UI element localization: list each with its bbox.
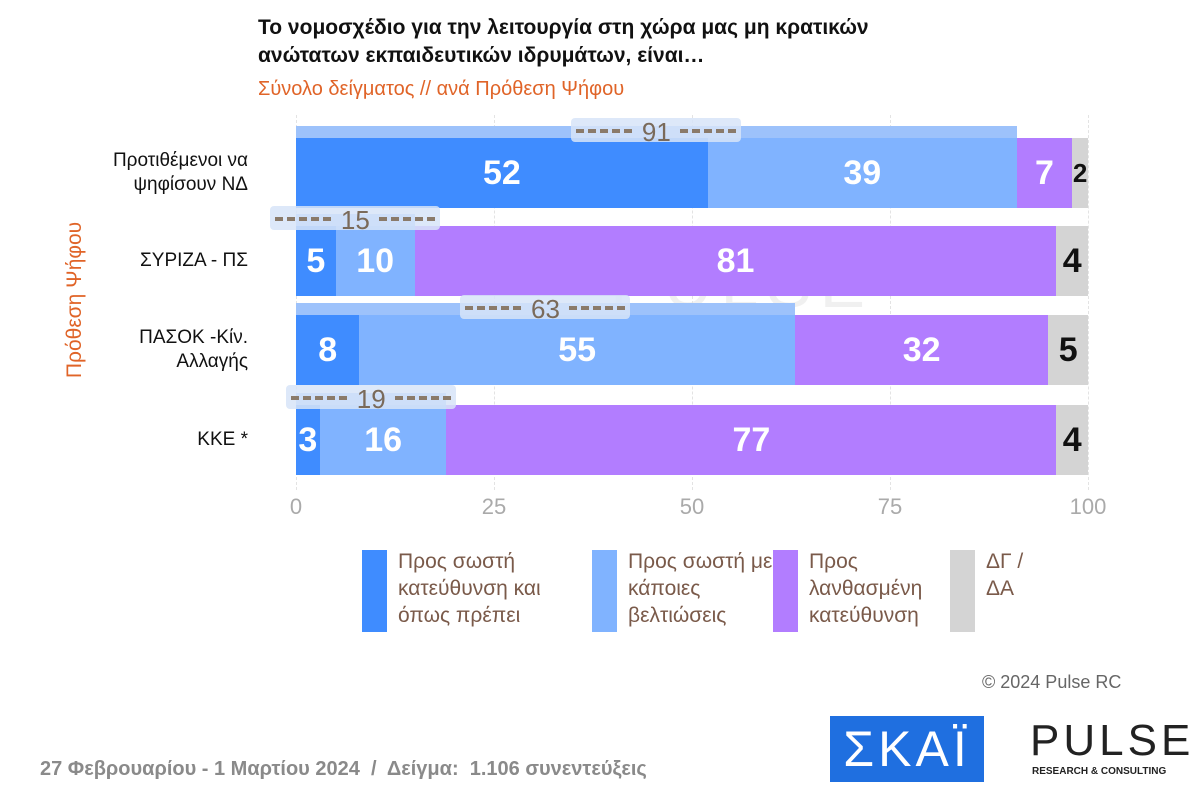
value-label: 3 xyxy=(298,421,318,459)
value-label: 77 xyxy=(732,421,771,459)
legend-swatch xyxy=(773,550,798,632)
skai-logo: ΣΚΑΪ xyxy=(830,716,984,782)
bar-segment xyxy=(335,226,415,296)
value-label: 5 xyxy=(306,242,326,280)
chart-title: Το νομοσχέδιο για την λειτουργία στη χώρ… xyxy=(258,16,869,67)
bar-segment xyxy=(1072,138,1088,208)
x-tick-label: 25 xyxy=(481,494,507,519)
value-label: 2 xyxy=(1072,158,1088,188)
category-label: Προτιθέμενοι να ψηφίσουν ΝΔ xyxy=(112,150,248,195)
total-dash xyxy=(680,129,737,133)
bar-segment xyxy=(1056,226,1088,296)
subtitle: Σύνολο δείγματος // ανά Πρόθεση Ψήφου xyxy=(258,78,625,100)
category-label: ΠΑΣΟΚ -Κίν. Αλλαγής xyxy=(139,327,248,372)
y-axis-label: Πρόθεση Ψήφου xyxy=(63,221,86,379)
copyright: © 2024 Pulse RC xyxy=(982,672,1122,692)
total-dash xyxy=(569,306,626,310)
legend-label: Προς σωστή με κάποιες βελτιώσεις xyxy=(628,550,773,627)
grid-line xyxy=(692,115,693,490)
legend-swatch xyxy=(362,550,387,632)
value-label: 7 xyxy=(1034,154,1054,192)
x-tick-label: 50 xyxy=(679,494,705,519)
legend-label: ΔΓ / ΔΑ xyxy=(986,550,1024,600)
grid-line xyxy=(890,115,891,490)
total-label: 19 xyxy=(356,384,386,414)
value-label: 32 xyxy=(902,331,941,369)
x-tick-label: 0 xyxy=(289,494,303,519)
value-label: 5 xyxy=(1058,331,1078,369)
pulse-logo-sub: RESEARCH & CONSULTING xyxy=(1032,766,1167,777)
bar-segment xyxy=(414,226,1057,296)
value-label: 4 xyxy=(1062,421,1082,459)
total-label: 63 xyxy=(531,294,560,324)
bar-segment xyxy=(794,315,1049,385)
total-dash xyxy=(379,217,436,221)
total-dash xyxy=(291,396,348,400)
bar-segment xyxy=(296,315,360,385)
value-label: 52 xyxy=(483,154,521,192)
total-dash xyxy=(465,306,522,310)
bar-segment xyxy=(359,315,795,385)
value-label: 39 xyxy=(843,154,882,192)
category-label: ΚΚΕ * xyxy=(197,429,248,450)
bar-segment xyxy=(296,138,708,208)
legend-label: Προς σωστή κατεύθυνση και όπως πρέπει xyxy=(398,550,541,627)
bar-segment xyxy=(1016,138,1073,208)
bar-segment xyxy=(446,405,1057,475)
total-label: 15 xyxy=(340,205,370,235)
category-label: ΣΥΡΙΖΑ - ΠΣ xyxy=(140,250,248,271)
total-dash xyxy=(395,396,452,400)
value-label: 55 xyxy=(558,331,597,369)
value-label: 8 xyxy=(318,331,338,369)
grid-line xyxy=(1088,115,1089,490)
value-label: 16 xyxy=(364,421,403,459)
total-dash xyxy=(576,129,633,133)
bar-segment xyxy=(296,226,336,296)
bar-segment xyxy=(1048,315,1088,385)
bar-segment xyxy=(296,405,320,475)
legend-swatch xyxy=(592,550,617,632)
value-label: 4 xyxy=(1062,242,1082,280)
value-label: 10 xyxy=(356,242,395,280)
bar-segment xyxy=(707,138,1017,208)
legend-swatch xyxy=(950,550,975,632)
bar-segment xyxy=(1056,405,1088,475)
legend-label: Προς λανθασμένη κατεύθυνση xyxy=(809,550,923,627)
total-dash xyxy=(275,217,332,221)
x-tick-label: 75 xyxy=(877,494,903,519)
value-label: 81 xyxy=(716,242,755,280)
x-tick-label: 100 xyxy=(1069,494,1107,519)
grid-line xyxy=(296,115,297,490)
pulse-logo: PULSE xyxy=(1030,716,1195,765)
footer-date: 27 Φεβρουαρίου - 1 Μαρτίου 2024 / Δείγμα… xyxy=(40,758,647,780)
total-label: 91 xyxy=(641,117,671,147)
bar-segment xyxy=(319,405,447,475)
